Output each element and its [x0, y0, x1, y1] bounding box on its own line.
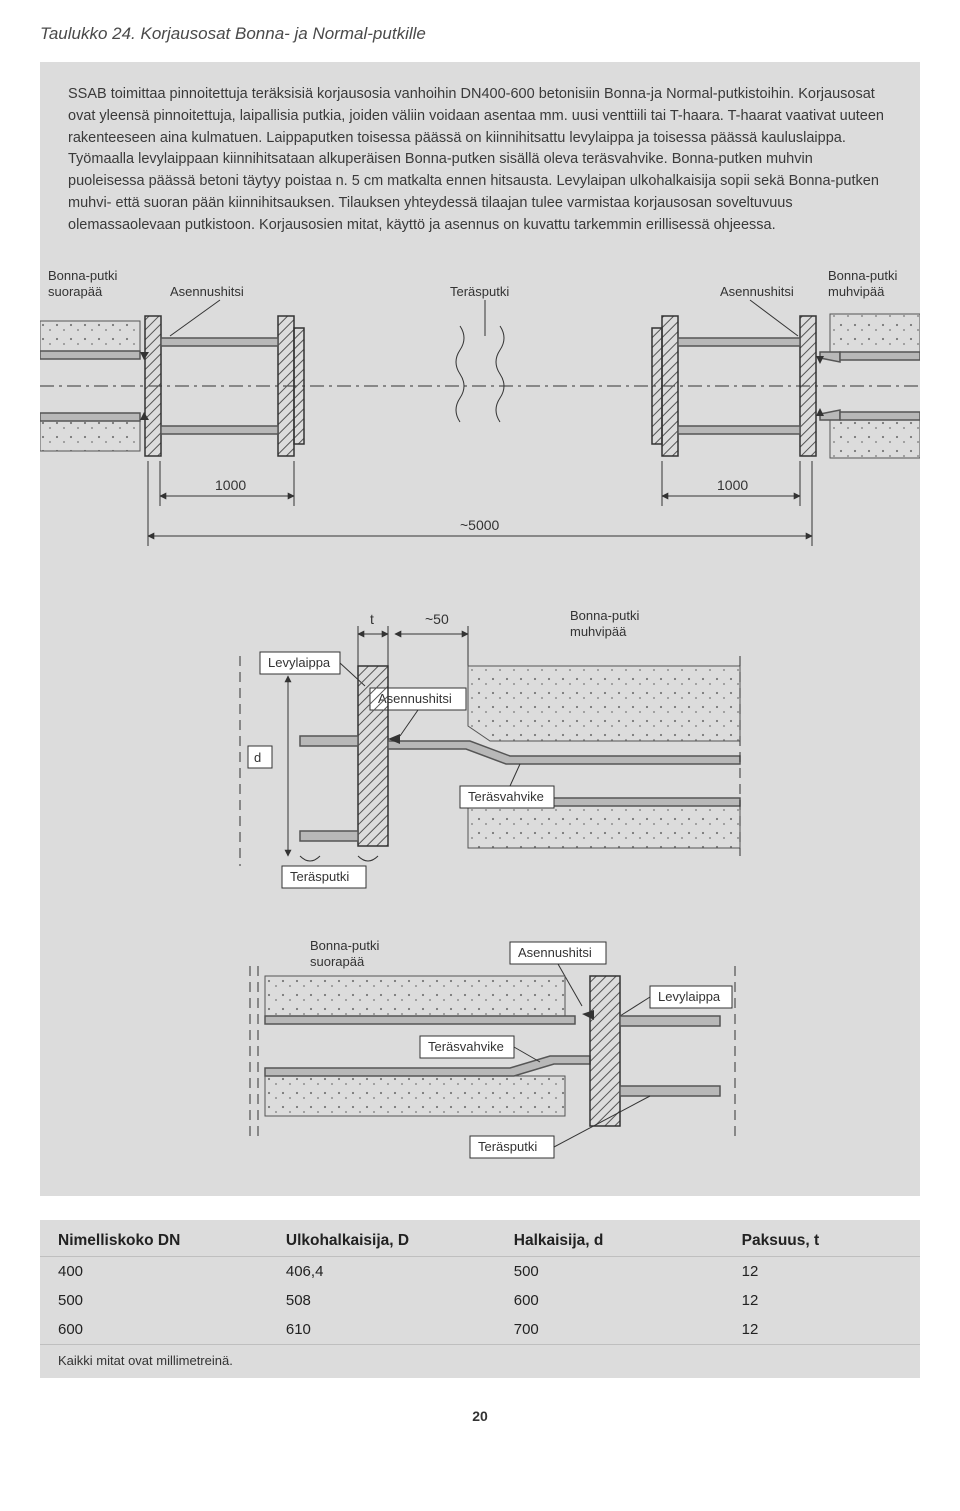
cell: 500: [514, 1263, 742, 1280]
lbl-levylaippa: Levylaippa: [268, 655, 331, 670]
lbl-terasputki2: Teräsputki: [290, 869, 349, 884]
cell: 12: [742, 1321, 902, 1338]
cell: 700: [514, 1321, 742, 1338]
lbl-bonna-suora: Bonna-putki: [310, 938, 379, 953]
cell: 12: [742, 1292, 902, 1309]
cell: 12: [742, 1263, 902, 1280]
cell: 400: [58, 1263, 286, 1280]
page-number: 20: [40, 1408, 920, 1424]
body-paragraph: SSAB toimittaa pinnoitettuja teräksisiä …: [68, 84, 892, 236]
lbl-asennus3: Asennushitsi: [518, 945, 592, 960]
table-row: 600 610 700 12: [40, 1315, 920, 1344]
lbl-bonna-muhvi: Bonna-putki: [570, 608, 639, 623]
lbl-bonna-left2: suorapää: [48, 284, 103, 299]
lbl-asennus2: Asennushitsi: [378, 691, 452, 706]
lbl-terasvahvike: Teräsvahvike: [468, 789, 544, 804]
lbl-bonna-r1: Bonna-putki: [828, 268, 897, 283]
lbl-d: d: [254, 750, 261, 765]
info-panel: SSAB toimittaa pinnoitettuja teräksisiä …: [40, 62, 920, 1196]
lbl-gap50: ~50: [425, 611, 449, 627]
cell: 406,4: [286, 1263, 514, 1280]
lbl-asennus-r: Asennushitsi: [720, 284, 794, 299]
table-row: 500 508 600 12: [40, 1286, 920, 1315]
lbl-suorapaa: suorapää: [310, 954, 365, 969]
col-dn: Nimelliskoko DN: [58, 1232, 286, 1250]
table-row: 400 406,4 500 12: [40, 1257, 920, 1286]
diagram-1: Bonna-putki suorapää Asennushitsi Teräsp…: [40, 266, 920, 566]
lbl-terasvahvike3: Teräsvahvike: [428, 1039, 504, 1054]
diagram-2: t ~50 Bonna-putki muhvipää Levylaippa As…: [68, 606, 892, 896]
col-t: Paksuus, t: [742, 1232, 902, 1250]
lbl-terasputki-t: Teräsputki: [450, 284, 509, 299]
col-d: Halkaisija, d: [514, 1232, 742, 1250]
table-header-row: Nimelliskoko DN Ulkohalkaisija, D Halkai…: [40, 1226, 920, 1256]
table-title: Taulukko 24. Korjausosat Bonna- ja Norma…: [40, 24, 920, 44]
diagram-1-svg: Bonna-putki suorapää Asennushitsi Teräsp…: [40, 266, 920, 566]
lbl-bonna-r2: muhvipää: [828, 284, 885, 299]
cell: 610: [286, 1321, 514, 1338]
lbl-asennus-l: Asennushitsi: [170, 284, 244, 299]
diagram-3-svg: Bonna-putki suorapää Asennushitsi Levyla…: [210, 936, 750, 1166]
dim-5000: ~5000: [460, 517, 500, 533]
cell: 508: [286, 1292, 514, 1309]
dim-1000-r: 1000: [717, 477, 748, 493]
cell: 500: [58, 1292, 286, 1309]
table-footnote: Kaikki mitat ovat millimetreinä.: [40, 1345, 920, 1368]
spec-table: Nimelliskoko DN Ulkohalkaisija, D Halkai…: [40, 1220, 920, 1378]
diagram-3: Bonna-putki suorapää Asennushitsi Levyla…: [68, 936, 892, 1166]
cell: 600: [58, 1321, 286, 1338]
col-Dout: Ulkohalkaisija, D: [286, 1232, 514, 1250]
lbl-t: t: [370, 611, 374, 627]
cell: 600: [514, 1292, 742, 1309]
lbl-levylaippa3: Levylaippa: [658, 989, 721, 1004]
lbl-terasputki3: Teräsputki: [478, 1139, 537, 1154]
lbl-muhvipaa: muhvipää: [570, 624, 627, 639]
dim-1000-l: 1000: [215, 477, 246, 493]
diagram-2-svg: t ~50 Bonna-putki muhvipää Levylaippa As…: [210, 606, 750, 896]
page-container: Taulukko 24. Korjausosat Bonna- ja Norma…: [0, 0, 960, 1464]
lbl-bonna-left1: Bonna-putki: [48, 268, 117, 283]
